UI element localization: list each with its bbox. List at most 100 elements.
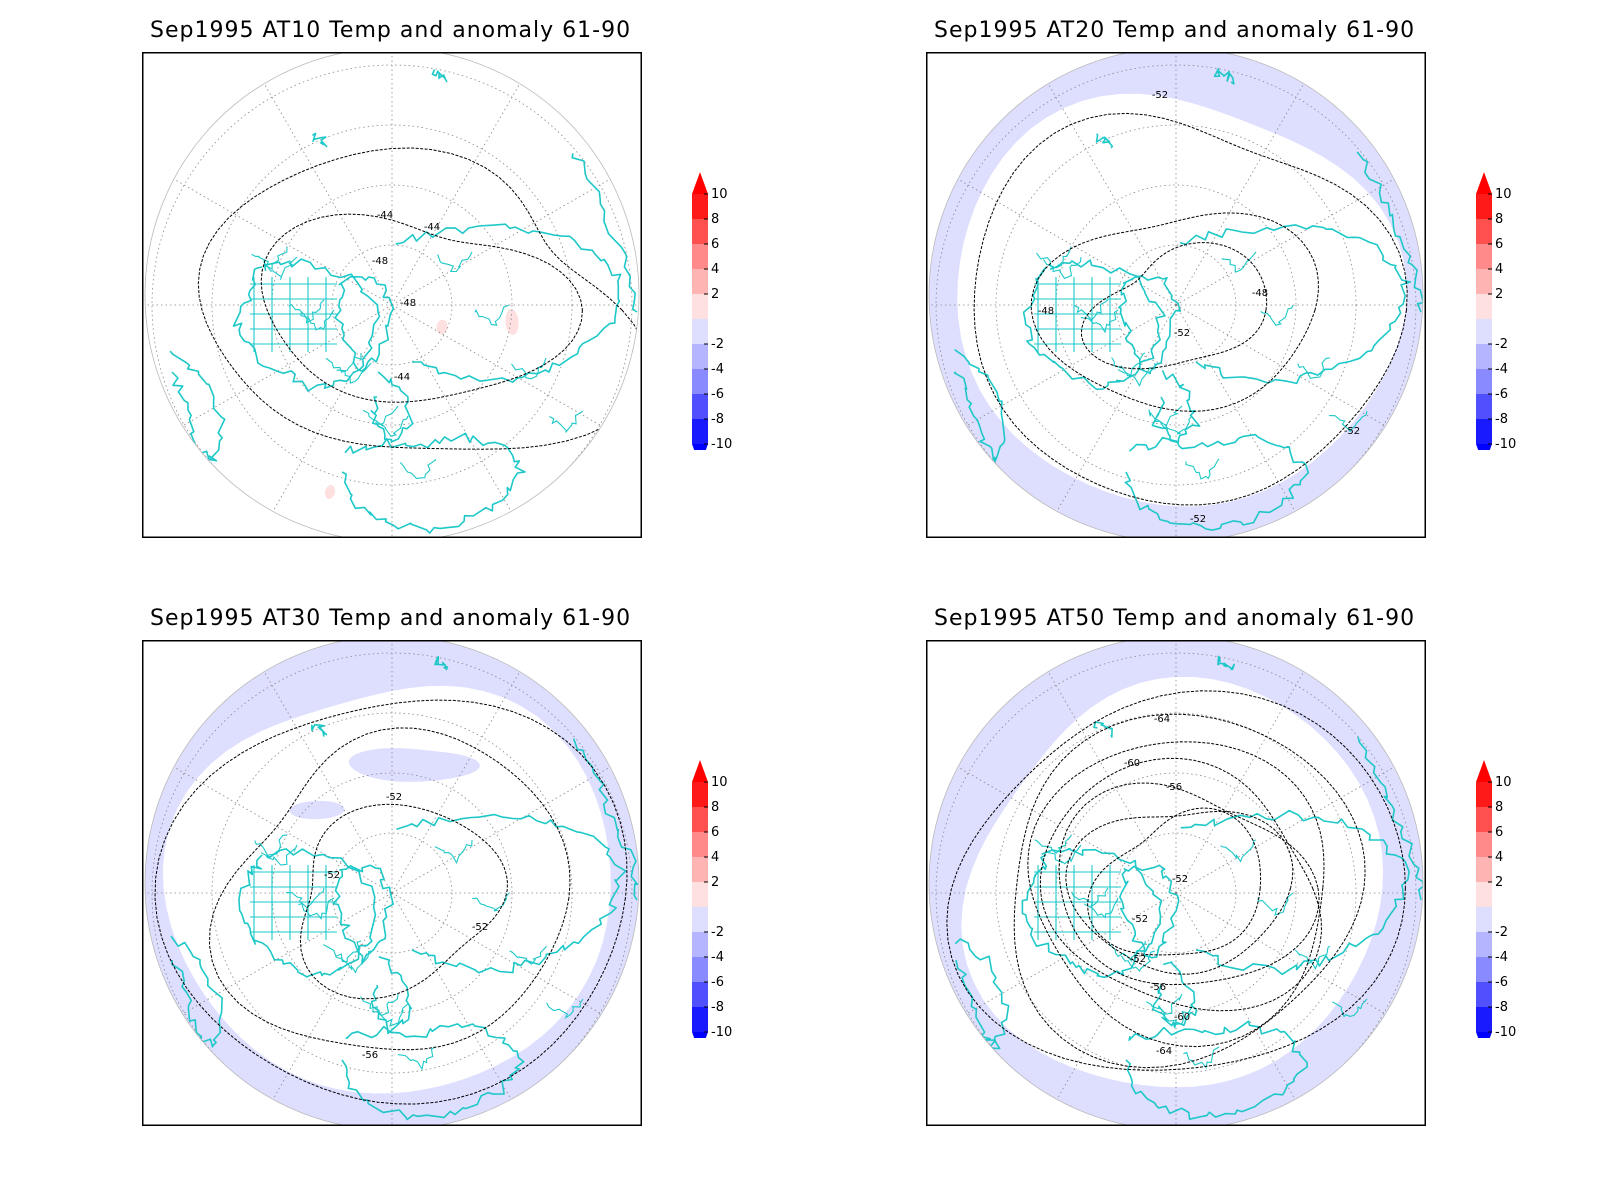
colorbar-tick-label: -8 bbox=[1495, 1000, 1508, 1015]
contour-label: -44 bbox=[377, 210, 393, 221]
colorbar-swatch bbox=[1476, 344, 1492, 369]
anomaly-shading bbox=[348, 748, 480, 782]
colorbar-tick-label: 8 bbox=[1495, 212, 1503, 227]
coastlines bbox=[953, 67, 1423, 531]
colorbar-swatch bbox=[692, 882, 708, 907]
contour-label: -48 bbox=[1252, 288, 1268, 299]
contour-label: -64 bbox=[1156, 1046, 1172, 1057]
contour-label: -52 bbox=[1152, 90, 1168, 101]
colorbar-swatch bbox=[692, 1007, 708, 1032]
colorbar-tick-label: 2 bbox=[711, 287, 719, 302]
colorbar-tick-label: -6 bbox=[711, 975, 724, 990]
colorbar-swatch bbox=[1476, 932, 1492, 957]
coastlines bbox=[170, 656, 639, 1121]
contour-label: -52 bbox=[386, 792, 402, 803]
colorbar-tick-label: 4 bbox=[711, 262, 719, 277]
colorbar-swatch bbox=[692, 907, 708, 932]
colorbar-tick-label: 4 bbox=[1495, 850, 1503, 865]
colorbar-tick-label: 4 bbox=[1495, 262, 1503, 277]
colorbar-swatch bbox=[692, 932, 708, 957]
anomaly-shading bbox=[289, 800, 345, 820]
colorbar-tick-label: -2 bbox=[1495, 925, 1508, 940]
colorbar-tick-label: 6 bbox=[1495, 825, 1503, 840]
colorbar-swatch bbox=[692, 982, 708, 1007]
colorbar-bottom-arrow bbox=[692, 444, 708, 450]
contour-label: -48 bbox=[400, 298, 416, 309]
contour-label: -52 bbox=[1174, 328, 1190, 339]
colorbar-swatch bbox=[1476, 269, 1492, 294]
polar-map-at50: -64 -60 -56 -52 -52 -52 -56 -60 -64 bbox=[926, 640, 1426, 1126]
colorbar-at20: 10 8 6 4 2 -2 -4 -6 -8 -10 bbox=[1476, 172, 1516, 450]
polar-map-at20: -52 -48 -48 -52 -52 -52 bbox=[926, 52, 1426, 538]
colorbar-swatch bbox=[1476, 244, 1492, 269]
colorbar-tick-label: -2 bbox=[1495, 337, 1508, 352]
colorbar-swatch bbox=[1476, 394, 1492, 419]
colorbar-tick-label: -2 bbox=[711, 337, 724, 352]
colorbar-top-arrow bbox=[692, 760, 708, 782]
colorbar-at50: 10 8 6 4 2 -2 -4 -6 -8 -10 bbox=[1476, 760, 1516, 1038]
colorbar-swatch bbox=[692, 832, 708, 857]
contour-label: -52 bbox=[1172, 874, 1188, 885]
colorbar-swatch bbox=[1476, 832, 1492, 857]
colorbar-tick-label: -10 bbox=[1495, 437, 1516, 450]
map-content bbox=[929, 52, 1423, 538]
temperature-contours bbox=[946, 690, 1406, 1071]
contour-label: -44 bbox=[394, 372, 410, 383]
contour-label: -64 bbox=[1154, 714, 1170, 725]
colorbar-swatch bbox=[1476, 219, 1492, 244]
map-frame bbox=[142, 52, 642, 538]
contour-label: -56 bbox=[1166, 782, 1182, 793]
coastlines bbox=[169, 69, 638, 534]
colorbar-swatch bbox=[1476, 807, 1492, 832]
colorbar-swatch bbox=[1476, 957, 1492, 982]
colorbar-tick-label: 2 bbox=[1495, 875, 1503, 890]
colorbar-tick-label: 10 bbox=[711, 187, 728, 202]
colorbar-tick-label: -4 bbox=[1495, 950, 1508, 965]
panel-title: Sep1995 AT30 Temp and anomaly 61-90 bbox=[150, 606, 632, 631]
colorbar-swatch bbox=[692, 244, 708, 269]
contour-label: -48 bbox=[372, 256, 388, 267]
colorbar-tick-label: -2 bbox=[711, 925, 724, 940]
colorbar-tick-label: 6 bbox=[711, 237, 719, 252]
colorbar-bottom-arrow bbox=[1476, 1032, 1492, 1038]
anomaly-shading bbox=[505, 309, 519, 335]
colorbar-swatch bbox=[1476, 194, 1492, 219]
contour-label: -52 bbox=[1132, 914, 1148, 925]
temperature-contours bbox=[973, 112, 1408, 506]
colorbar-tick-label: 2 bbox=[711, 875, 719, 890]
colorbar-tick-label: -6 bbox=[711, 387, 724, 402]
panel-title: Sep1995 AT20 Temp and anomaly 61-90 bbox=[934, 18, 1416, 43]
colorbar-swatch bbox=[1476, 1007, 1492, 1032]
colorbar-swatch bbox=[1476, 882, 1492, 907]
colorbar-swatch bbox=[692, 269, 708, 294]
country-borders bbox=[250, 834, 621, 1074]
contour-label: -52 bbox=[1190, 514, 1206, 525]
colorbar-at30: 10 8 6 4 2 -2 -4 -6 -8 -10 bbox=[692, 760, 732, 1038]
graticule bbox=[145, 640, 639, 1126]
map-content bbox=[145, 52, 639, 538]
colorbar-swatch bbox=[1476, 907, 1492, 932]
colorbar-bottom-arrow bbox=[1476, 444, 1492, 450]
colorbar-tick-label: 10 bbox=[1495, 187, 1512, 202]
colorbar-tick-label: 8 bbox=[711, 800, 719, 815]
colorbar-tick-label: 6 bbox=[711, 825, 719, 840]
anomaly-shading bbox=[436, 319, 448, 335]
country-borders bbox=[250, 246, 621, 487]
colorbar-at10: 10 8 6 4 2 -2 -4 -6 -8 -10 bbox=[692, 172, 732, 450]
contour-label: -52 bbox=[1130, 954, 1146, 965]
graticule bbox=[929, 52, 1423, 538]
contour-label: -56 bbox=[362, 1050, 378, 1061]
colorbar-tick-label: -10 bbox=[711, 437, 732, 450]
polar-map-at10: -44 -44 -48 -48 -44 bbox=[142, 52, 642, 538]
colorbar-top-arrow bbox=[1476, 172, 1492, 194]
colorbar-swatch bbox=[692, 394, 708, 419]
colorbar-tick-label: 4 bbox=[711, 850, 719, 865]
colorbar-tick-label: 8 bbox=[1495, 800, 1503, 815]
map-frame bbox=[926, 640, 1426, 1126]
colorbar-swatch bbox=[692, 369, 708, 394]
colorbar-tick-label: -8 bbox=[711, 1000, 724, 1015]
panel-title: Sep1995 AT50 Temp and anomaly 61-90 bbox=[934, 606, 1416, 631]
colorbar-tick-label: -4 bbox=[711, 950, 724, 965]
map-frame bbox=[926, 52, 1426, 538]
contour-label: -56 bbox=[1150, 982, 1166, 993]
